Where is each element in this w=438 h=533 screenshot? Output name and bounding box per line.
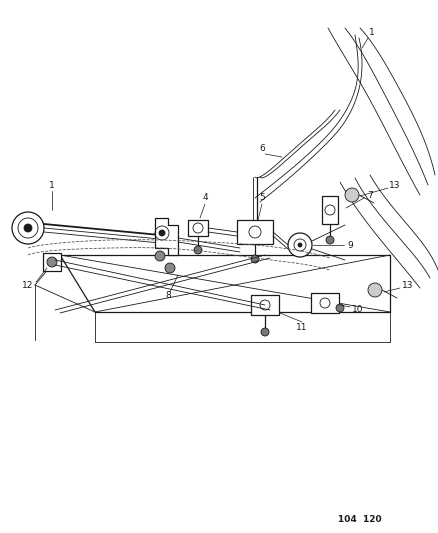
Circle shape bbox=[159, 230, 165, 236]
Text: 8: 8 bbox=[165, 290, 170, 300]
Circle shape bbox=[287, 233, 311, 257]
Text: 4: 4 bbox=[202, 193, 207, 203]
Text: 13: 13 bbox=[401, 280, 413, 289]
Text: 104  120: 104 120 bbox=[337, 515, 381, 524]
Circle shape bbox=[261, 328, 268, 336]
Polygon shape bbox=[155, 218, 177, 255]
Bar bbox=[187, 220, 208, 236]
Text: 7: 7 bbox=[366, 190, 372, 199]
Circle shape bbox=[194, 246, 201, 254]
Text: 5: 5 bbox=[258, 193, 264, 203]
Text: 9: 9 bbox=[346, 240, 352, 249]
Bar bbox=[237, 220, 272, 244]
Circle shape bbox=[367, 283, 381, 297]
Text: 6: 6 bbox=[258, 143, 264, 152]
Bar bbox=[251, 295, 279, 315]
Circle shape bbox=[165, 263, 175, 273]
Text: 1: 1 bbox=[368, 28, 374, 36]
Text: 1: 1 bbox=[49, 181, 55, 190]
Circle shape bbox=[155, 251, 165, 261]
Circle shape bbox=[325, 236, 333, 244]
Text: 12: 12 bbox=[22, 280, 34, 289]
Circle shape bbox=[251, 255, 258, 263]
Circle shape bbox=[344, 188, 358, 202]
Circle shape bbox=[335, 304, 343, 312]
Text: 10: 10 bbox=[351, 305, 363, 314]
Text: 13: 13 bbox=[389, 181, 400, 190]
Text: 11: 11 bbox=[296, 324, 307, 333]
Bar bbox=[310, 293, 338, 313]
Circle shape bbox=[297, 243, 301, 247]
Bar bbox=[43, 253, 61, 271]
Circle shape bbox=[24, 224, 32, 232]
Circle shape bbox=[12, 212, 44, 244]
Circle shape bbox=[47, 257, 57, 267]
Bar bbox=[321, 196, 337, 224]
